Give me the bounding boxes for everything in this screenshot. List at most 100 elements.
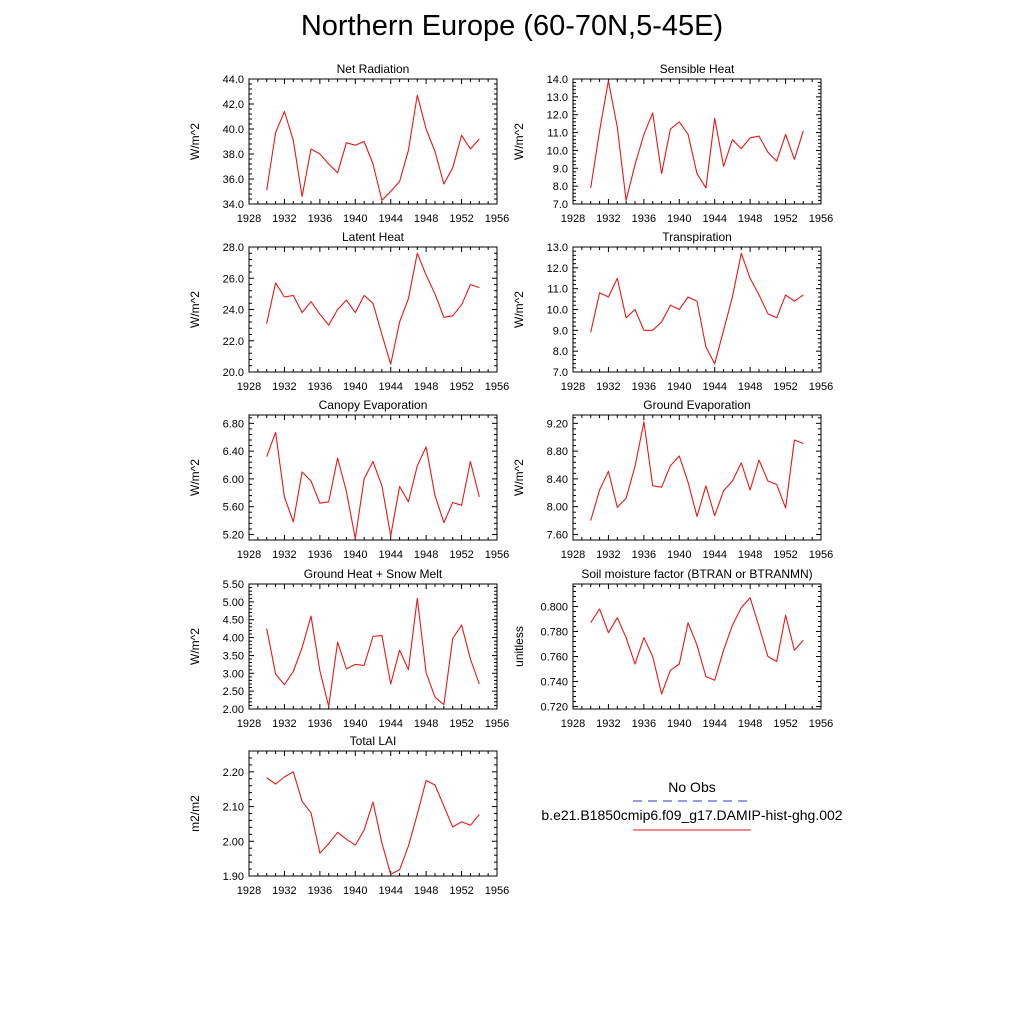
series-line xyxy=(266,597,480,708)
y-tick-label: 9.0 xyxy=(553,163,568,175)
y-tick-label: 7.0 xyxy=(553,199,568,211)
chart-title: Sensible Heat xyxy=(660,62,735,76)
x-tick-label: 1956 xyxy=(809,718,833,730)
chart-total-lai: Total LAI m2/m2 1928 1932 1936 1940 1944 1948 19… xyxy=(188,734,509,897)
y-tick-label: 0.780 xyxy=(540,627,568,639)
series-line xyxy=(266,94,480,201)
y-tick-label: 9.20 xyxy=(547,418,568,430)
y-tick-label: 8.80 xyxy=(547,446,568,458)
y-tick-label: 7.0 xyxy=(553,367,568,379)
x-tick-label: 1940 xyxy=(343,885,367,897)
x-tick-label: 1932 xyxy=(596,381,620,393)
x-tick-label: 1936 xyxy=(632,549,656,561)
x-tick-label: 1948 xyxy=(738,718,762,730)
x-tick-label: 1944 xyxy=(702,549,726,561)
x-tick-label: 1944 xyxy=(378,549,402,561)
x-tick-label: 1932 xyxy=(272,885,296,897)
y-tick-label: 40.0 xyxy=(223,124,244,136)
chart-panels: Net Radiation W/m^2 1928 1932 1936 1940 1944 19… xyxy=(188,62,833,897)
legend-obs-label: No Obs xyxy=(668,779,715,795)
chart-title: Net Radiation xyxy=(337,62,410,76)
y-tick-label: 1.90 xyxy=(223,871,244,883)
chart-sensible-heat: Sensible Heat W/m^2 1928 1932 1936 1940 1944 19… xyxy=(512,62,833,225)
x-tick-label: 1932 xyxy=(272,549,296,561)
x-tick-label: 1948 xyxy=(414,381,438,393)
chart-title: Transpiration xyxy=(662,230,732,244)
y-tick-label: 6.40 xyxy=(223,446,244,458)
series-line xyxy=(266,252,480,365)
x-tick-label: 1940 xyxy=(667,718,691,730)
x-tick-label: 1932 xyxy=(596,213,620,225)
x-tick-label: 1948 xyxy=(414,885,438,897)
x-tick-label: 1928 xyxy=(561,381,585,393)
y-tick-label: 20.0 xyxy=(223,367,244,379)
y-axis-label: m2/m2 xyxy=(188,795,202,832)
x-tick-label: 1944 xyxy=(702,381,726,393)
y-tick-label: 11.0 xyxy=(547,128,568,140)
x-tick-label: 1944 xyxy=(378,213,402,225)
x-tick-label: 1948 xyxy=(738,549,762,561)
chart-ground-heat-snow-melt: Ground Heat + Snow Melt W/m^2 1928 1932 1936… xyxy=(188,567,509,730)
y-tick-label: 42.0 xyxy=(223,99,244,111)
series-line xyxy=(590,80,804,201)
x-tick-label: 1932 xyxy=(596,549,620,561)
x-tick-label: 1928 xyxy=(561,718,585,730)
y-tick-label: 0.800 xyxy=(540,602,568,614)
x-tick-label: 1936 xyxy=(308,718,332,730)
page-title: Northern Europe (60-70N,5-45E) xyxy=(300,10,724,42)
y-tick-label: 0.760 xyxy=(540,652,568,664)
chart-net-radiation: Net Radiation W/m^2 1928 1932 1936 1940 1944 19… xyxy=(188,62,509,225)
x-tick-label: 1928 xyxy=(237,213,261,225)
plot-frame xyxy=(248,583,498,710)
y-tick-label: 36.0 xyxy=(223,174,244,186)
y-tick-label: 6.80 xyxy=(223,418,244,430)
x-tick-label: 1956 xyxy=(485,213,509,225)
plot-frame xyxy=(248,750,498,877)
x-tick-label: 1952 xyxy=(773,213,797,225)
chart-title: Soil moisture factor (BTRAN or BTRANMN) xyxy=(581,567,812,581)
x-tick-label: 1936 xyxy=(308,549,332,561)
y-tick-label: 2.10 xyxy=(223,802,244,814)
x-tick-label: 1956 xyxy=(809,381,833,393)
series-line xyxy=(590,252,804,365)
y-tick-label: 24.0 xyxy=(223,305,244,317)
y-tick-label: 28.0 xyxy=(223,242,244,254)
legend-model-label: b.e21.B1850cmip6.f09_g17.DAMIP-hist-ghg.… xyxy=(541,807,842,823)
x-tick-label: 1940 xyxy=(343,381,367,393)
series-line xyxy=(590,421,804,521)
chart-title: Ground Heat + Snow Melt xyxy=(304,567,443,581)
chart-canopy-evaporation: Canopy Evaporation W/m^2 1928 1932 1936 1940 1… xyxy=(188,398,509,561)
y-tick-label: 38.0 xyxy=(223,149,244,161)
y-tick-label: 3.50 xyxy=(223,650,244,662)
y-tick-label: 5.00 xyxy=(223,597,244,609)
x-tick-label: 1956 xyxy=(809,213,833,225)
x-tick-label: 1952 xyxy=(449,381,473,393)
y-tick-label: 10.0 xyxy=(547,145,568,157)
y-tick-label: 11.0 xyxy=(547,284,568,296)
x-tick-label: 1940 xyxy=(343,213,367,225)
x-tick-label: 1956 xyxy=(809,549,833,561)
y-tick-label: 14.0 xyxy=(547,74,568,86)
series-line xyxy=(266,771,480,875)
y-tick-label: 0.740 xyxy=(540,677,568,689)
y-axis-label: W/m^2 xyxy=(512,459,526,496)
chart-latent-heat: Latent Heat W/m^2 1928 1932 1936 1940 1944 1948… xyxy=(188,230,509,393)
y-tick-label: 8.40 xyxy=(547,474,568,486)
y-tick-label: 2.50 xyxy=(223,686,244,698)
plot-frame xyxy=(572,246,822,373)
legend: No Obs b.e21.B1850cmip6.f09_g17.DAMIP-hi… xyxy=(541,779,843,831)
x-tick-label: 1952 xyxy=(773,718,797,730)
y-tick-label: 8.0 xyxy=(553,346,568,358)
x-tick-label: 1932 xyxy=(272,213,296,225)
x-tick-label: 1952 xyxy=(449,213,473,225)
x-tick-label: 1940 xyxy=(343,718,367,730)
chart-title: Canopy Evaporation xyxy=(319,398,428,412)
x-tick-label: 1944 xyxy=(378,885,402,897)
y-tick-label: 8.00 xyxy=(547,502,568,514)
x-tick-label: 1932 xyxy=(272,718,296,730)
x-tick-label: 1952 xyxy=(773,381,797,393)
y-axis-label: W/m^2 xyxy=(188,459,202,496)
y-tick-label: 2.00 xyxy=(223,704,244,716)
y-tick-label: 2.20 xyxy=(223,767,244,779)
